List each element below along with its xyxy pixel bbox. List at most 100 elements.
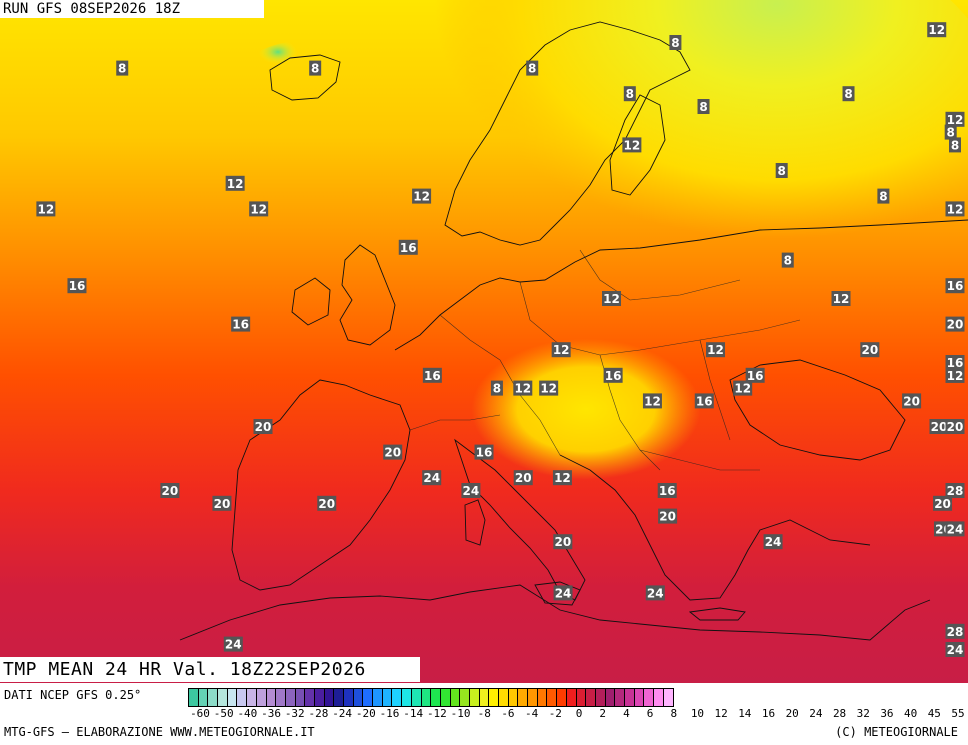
isotherm-label-box <box>933 495 953 511</box>
data-source-label: DATI NCEP GFS 0.25° <box>4 688 142 702</box>
scale-swatch <box>634 689 645 706</box>
map-title: TMP MEAN 24 HR Val. 18Z22SEP2026 <box>0 657 420 682</box>
scale-swatch <box>431 689 441 706</box>
scale-swatch <box>266 689 277 706</box>
isotherm-label-box <box>745 367 765 383</box>
scale-tick-label: 55 <box>951 707 965 720</box>
isotherm-label: 8 <box>784 254 792 268</box>
isotherm-label-box <box>253 419 273 434</box>
isotherm-label: 20 <box>214 497 231 511</box>
scale-swatch <box>508 689 519 706</box>
scale-swatch <box>499 689 509 706</box>
isotherm-label: 16 <box>947 279 964 293</box>
isotherm-label-box <box>67 278 87 294</box>
isotherm-label: 12 <box>514 382 531 396</box>
scale-swatch <box>402 689 412 706</box>
scale-tick-label: 20 <box>785 707 799 720</box>
coast-sardinia <box>464 499 486 546</box>
isotherm-label-box <box>945 111 965 127</box>
scale-tick-label: -20 <box>355 707 376 720</box>
credit-left: MTG-GFS – ELABORAZIONE WWW.METEOGIORNALE… <box>4 725 315 739</box>
map-hot-east <box>810 410 968 683</box>
isotherm-label-box <box>602 291 622 306</box>
isotherm-label-box <box>461 483 481 498</box>
isotherm-label: 20 <box>384 446 401 460</box>
borders <box>409 249 801 471</box>
isotherm-label: 12 <box>227 177 244 191</box>
scale-swatch <box>208 689 219 706</box>
isotherm-label: 12 <box>250 202 267 216</box>
scale-swatch <box>460 689 470 706</box>
isotherm-label: 24 <box>423 471 440 485</box>
isotherm-label-box <box>944 124 957 140</box>
coast-britain <box>339 244 396 346</box>
scale-tick-label: -14 <box>403 707 424 720</box>
isotherm-label: 16 <box>605 369 622 383</box>
scale-swatch <box>227 689 238 706</box>
coast-ireland <box>291 277 331 326</box>
scale-swatch <box>518 689 529 706</box>
isotherm-label-box <box>490 380 503 396</box>
isotherm-label: 8 <box>951 138 959 152</box>
isotherm-label-box <box>383 444 403 460</box>
scale-swatch <box>373 689 383 706</box>
scale-swatch <box>595 689 606 706</box>
isotherm-label-box <box>902 393 922 409</box>
isotherm-label-box <box>694 393 714 409</box>
isotherm-label: 24 <box>463 484 480 498</box>
isotherm-label: 12 <box>928 23 945 37</box>
scale-swatch <box>479 689 490 706</box>
isotherm-label-box <box>212 495 232 511</box>
isotherm-label-box <box>223 636 243 652</box>
scale-swatch <box>353 689 364 706</box>
isotherm-label-box <box>658 508 678 524</box>
scale-swatch <box>392 689 403 706</box>
scale-swatch <box>334 689 344 706</box>
scale-tick-label: -16 <box>379 707 400 720</box>
isotherm-label-box <box>309 60 322 76</box>
scale-swatch <box>276 689 286 706</box>
isotherm-label: 20 <box>947 420 964 434</box>
map-central-europe <box>300 230 820 550</box>
scale-tick-label: -24 <box>332 707 353 720</box>
isotherm-label: 12 <box>553 343 570 357</box>
isotherm-label-box <box>526 60 539 76</box>
isotherm-label: 24 <box>765 535 782 549</box>
scale-swatch <box>198 689 209 706</box>
isotherm-label: 8 <box>778 164 786 178</box>
isotherm-label-box <box>763 534 783 550</box>
scale-tick-label: -2 <box>548 707 562 720</box>
isotherm-label: 8 <box>311 62 319 76</box>
isotherm-label: 20 <box>903 394 920 408</box>
isotherm-label-box <box>697 99 710 114</box>
isotherm-label-box <box>249 201 269 217</box>
scale-tick-label: 24 <box>809 707 823 720</box>
scale-tick-label: -10 <box>450 707 471 720</box>
scale-swatch <box>314 689 325 706</box>
isotherm-label-box <box>317 495 337 511</box>
isotherm-label-box <box>945 355 965 370</box>
scale-tick-label: 0 <box>575 707 583 720</box>
coast-iberia <box>231 379 411 591</box>
isotherm-label: 8 <box>844 87 852 101</box>
isotherm-label-box <box>945 316 965 332</box>
isotherm-label: 20 <box>934 497 951 511</box>
isotherm-label-box <box>945 201 965 217</box>
scale-swatch <box>256 689 267 706</box>
scale-swatch <box>586 689 596 706</box>
scale-tick-label: -40 <box>237 707 258 720</box>
isotherm-label-box <box>945 483 965 498</box>
isotherm-label-box <box>539 380 559 396</box>
isotherm-label: 8 <box>699 100 707 114</box>
isotherm-label: 16 <box>400 241 417 255</box>
isotherm-label: 8 <box>947 126 955 140</box>
coastlines <box>179 21 968 641</box>
isotherm-label-box <box>422 470 442 486</box>
isotherm-label-box <box>929 419 949 434</box>
isotherm-label: 12 <box>603 292 620 306</box>
scale-swatch <box>324 689 335 706</box>
isotherm-label-box <box>622 137 642 153</box>
coast-black-sea <box>729 359 906 461</box>
isotherm-label: 8 <box>626 87 634 101</box>
